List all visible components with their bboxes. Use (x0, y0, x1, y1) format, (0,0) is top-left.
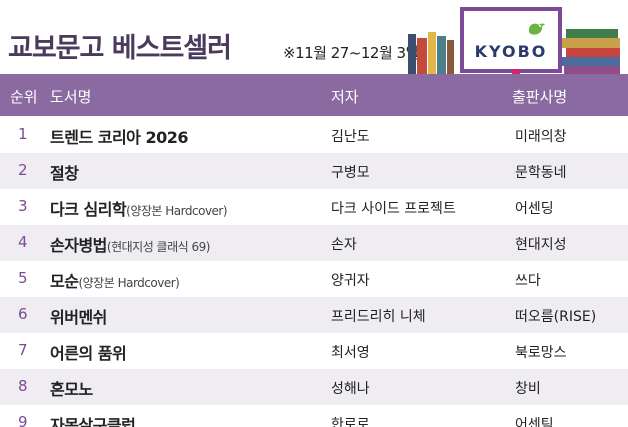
rank: 6 (18, 305, 28, 323)
rank: 4 (18, 233, 28, 251)
table-row: 7 어른의 품위 최서영 북로망스 (0, 333, 628, 369)
author: 구병모 (331, 165, 370, 181)
author: 최서영 (331, 345, 370, 361)
book-title: 어른의 품위 (50, 344, 127, 363)
book-note: (현대지성 클래식 69) (106, 240, 211, 254)
column-publisher: 출판사명 (512, 88, 568, 106)
book-title: 다크 심리학 (50, 200, 127, 219)
table-row: 2 절창 구병모 문학동네 (0, 153, 628, 189)
table-row: 6 위버멘쉬 프리드리히 니체 떠오름(RISE) (0, 297, 628, 333)
author: 한로로 (331, 417, 370, 427)
publisher: 어센딩 (515, 201, 554, 217)
book-note: (양장본 Hardcover) (126, 204, 228, 218)
publisher: 현대지성 (515, 237, 567, 253)
author: 김난도 (331, 129, 370, 145)
rank: 2 (18, 161, 28, 179)
table-row: 1 트렌드 코리아 2026 김난도 미래의창 (0, 117, 628, 153)
book-title: 트렌드 코리아 2026 (50, 128, 189, 147)
rank: 5 (18, 269, 28, 287)
book-title: 모순 (50, 272, 79, 291)
column-author: 저자 (331, 88, 359, 106)
publisher: 문학동네 (515, 165, 567, 181)
kyobo-logo: KYOBO (474, 42, 548, 61)
publisher: 창비 (515, 381, 541, 397)
rank: 9 (18, 413, 28, 427)
book-stack-illustration (400, 20, 628, 74)
book-title: 손자병법 (50, 236, 107, 255)
table-row: 9 자몽살구클럽 한로로 어센틱 (0, 405, 628, 427)
book-title: 혼모노 (50, 380, 93, 399)
book-note: (양장본 Hardcover) (78, 276, 180, 290)
rank: 8 (18, 377, 28, 395)
publisher: 떠오름(RISE) (515, 309, 597, 325)
rank: 1 (18, 125, 28, 143)
publisher: 쓰다 (515, 273, 541, 289)
author: 프리드리히 니체 (331, 309, 426, 325)
monitor-stand (512, 69, 520, 74)
column-rank: 순위 (10, 88, 38, 106)
publisher: 어센틱 (515, 417, 554, 427)
monitor-illustration: KYOBO (460, 7, 562, 73)
book-title: 자몽살구클럽 (50, 416, 136, 427)
author: 손자 (331, 237, 357, 253)
book-title: 위버멘쉬 (50, 308, 107, 327)
author: 다크 사이드 프로젝트 (331, 201, 456, 217)
bird-icon (529, 23, 545, 35)
table-row: 3 다크 심리학(양장본 Hardcover) 다크 사이드 프로젝트 어센딩 (0, 189, 628, 225)
rank: 3 (18, 197, 28, 215)
publisher: 미래의창 (515, 129, 567, 145)
publisher: 북로망스 (515, 345, 567, 361)
table-row: 8 혼모노 성해나 창비 (0, 369, 628, 405)
date-range: ※11월 27~12월 3일 (283, 44, 419, 62)
page-title: 교보문고 베스트셀러 (8, 33, 232, 64)
author: 성해나 (331, 381, 370, 397)
table-header: 순위 도서명 저자 출판사명 (0, 74, 628, 116)
header: 교보문고 베스트셀러 ※11월 27~12월 3일 KYOBO (0, 0, 628, 74)
table-row: 4 손자병법(현대지성 클래식 69) 손자 현대지성 (0, 225, 628, 261)
table-row: 5 모순(양장본 Hardcover) 양귀자 쓰다 (0, 261, 628, 297)
column-title: 도서명 (50, 88, 92, 106)
rank: 7 (18, 341, 28, 359)
book-title: 절창 (50, 164, 79, 183)
author: 양귀자 (331, 273, 370, 289)
